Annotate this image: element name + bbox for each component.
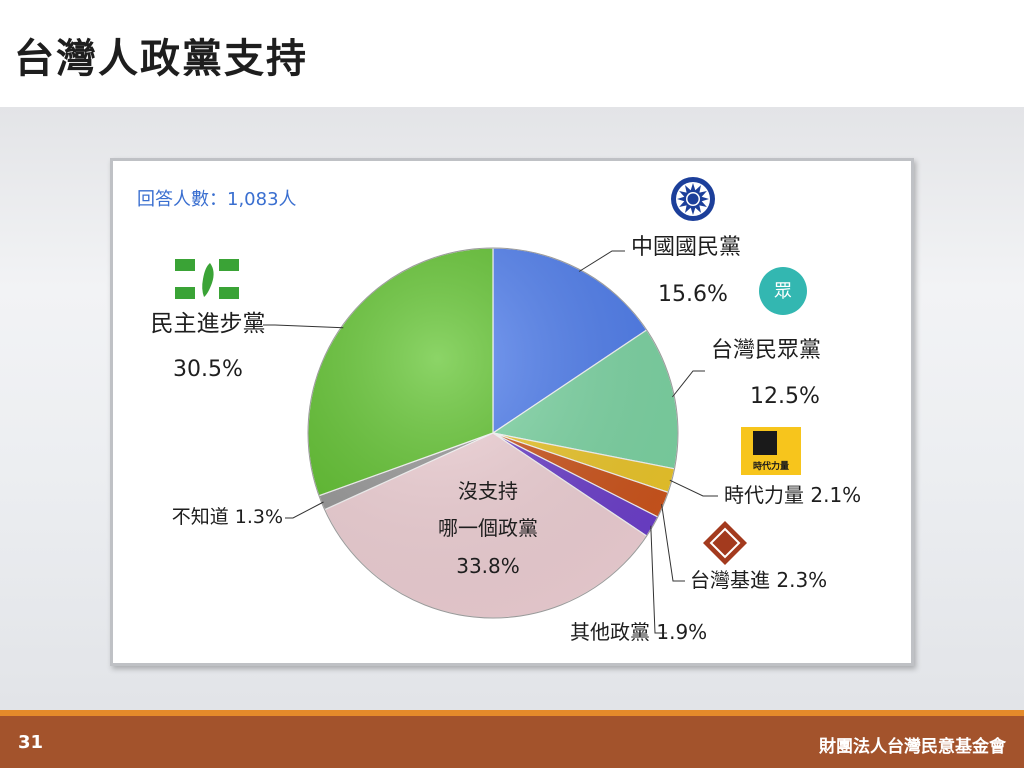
slice-label-tpp: 台灣民眾黨 — [711, 338, 821, 363]
tpp-logo-text: 眾 — [774, 281, 792, 302]
leader-line-tpp — [672, 370, 705, 398]
slice-label-other: 其他政黨 1.9% — [570, 620, 707, 644]
slice-label-kmt: 中國國民黨 — [631, 235, 741, 260]
leader-line-tsp — [661, 504, 685, 582]
slice-label-dk: 不知道 1.3% — [172, 506, 283, 528]
slice-label-dpp: 民主進步黨 — [151, 311, 266, 337]
slice-value-dpp: 30.5% — [173, 357, 243, 382]
pie-outline — [307, 247, 679, 619]
slice-label-npp: 時代力量 2.1% — [724, 483, 861, 507]
slice-label-none-line2: 哪一個政黨 — [438, 516, 538, 540]
organization-name: 財團法人台灣民意基金會 — [819, 737, 1006, 757]
slice-value-kmt: 15.6% — [658, 282, 728, 307]
dpp-logo-icon — [175, 259, 239, 299]
tsp-logo-icon — [703, 521, 747, 565]
footer-accent-stripe — [0, 710, 1024, 716]
footer-bar: 31 財團法人台灣民意基金會 — [0, 710, 1024, 768]
slice-label-tsp: 台灣基進 2.3% — [690, 568, 827, 592]
leader-line-npp — [669, 479, 718, 497]
slice-value-none: 33.8% — [456, 554, 520, 578]
page-title: 台灣人政黨支持 — [14, 36, 308, 82]
leader-line-other — [650, 525, 667, 634]
slice-value-tpp: 12.5% — [750, 384, 820, 409]
npp-logo-text: 時代力量 — [753, 460, 789, 472]
leader-line-dk — [285, 501, 324, 519]
tpp-logo-icon: 眾 — [759, 267, 807, 315]
kmt-sun-emblem-icon — [671, 177, 715, 221]
chart-panel: 回答人數：1,083人 中國國民黨 15.6% 台灣民眾黨 12.5% 眾時代力量 2.… — [110, 158, 914, 666]
page-number: 31 — [18, 732, 44, 753]
leader-line-kmt — [578, 250, 625, 272]
slice-label-none-line1: 沒支持 — [458, 479, 518, 503]
npp-logo-icon: 時代力量 — [741, 427, 801, 475]
leader-line-dpp — [263, 324, 344, 329]
sample-size-annotation: 回答人數：1,083人 — [137, 189, 297, 210]
